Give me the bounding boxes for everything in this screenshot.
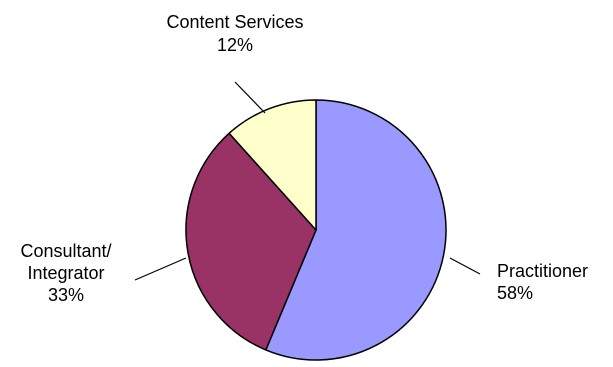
slice-name-line: Practitioner bbox=[497, 261, 588, 281]
leader-lines bbox=[134, 81, 481, 281]
slice-labels: Practitioner 58%Consultant/Integrator 33%C… bbox=[20, 12, 588, 305]
pie-slice-practitioner bbox=[265, 99, 447, 361]
leader-line-consultant-integrator bbox=[134, 257, 187, 281]
pie-slices bbox=[185, 99, 447, 361]
slice-label-practitioner: Practitioner 58% bbox=[497, 261, 588, 303]
slice-percent-label: 33% bbox=[48, 285, 84, 305]
slice-label-content-services: Content Services 12% bbox=[166, 12, 303, 55]
slice-name-line: Consultant/ bbox=[20, 241, 111, 261]
pie-slice-consultant-integrator bbox=[185, 132, 317, 351]
leader-line-content-services bbox=[234, 81, 266, 114]
pie-slice-content-services bbox=[228, 99, 317, 231]
slice-percent-label: 12% bbox=[217, 35, 253, 55]
slice-name-line: Content Services bbox=[166, 12, 303, 32]
slice-label-consultant-integrator: Consultant/Integrator 33% bbox=[20, 241, 111, 305]
slice-name-line: Integrator bbox=[27, 263, 104, 283]
slice-percent-label: 58% bbox=[497, 283, 533, 303]
leader-line-practitioner bbox=[449, 257, 481, 275]
